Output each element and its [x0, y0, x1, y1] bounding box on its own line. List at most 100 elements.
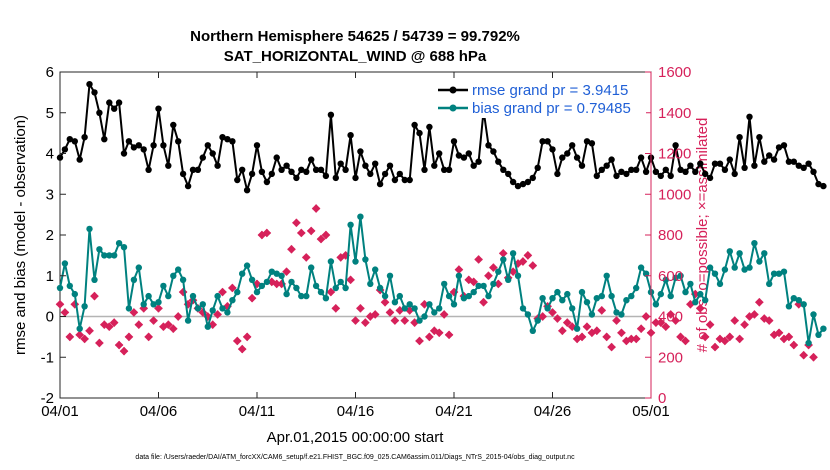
- bias-point: [140, 301, 147, 308]
- rmse-point: [391, 176, 399, 184]
- bias-point: [667, 292, 674, 300]
- bias-point: [702, 297, 709, 304]
- bias-point: [426, 301, 433, 308]
- bias-point: [317, 288, 325, 296]
- x-tick-label: 04/21: [435, 403, 473, 420]
- obs-count-marker: [415, 336, 424, 346]
- obs-count-marker: [809, 352, 818, 362]
- axis-ticks: 04/01 04/06 04/11 04/16 04/21 04/26 05/01 -2 -1 0…: [41, 64, 692, 420]
- bias-point: [721, 266, 729, 273]
- rmse-point: [283, 162, 290, 169]
- bias-point: [150, 301, 157, 308]
- bias-point: [633, 284, 640, 292]
- obs-count-marker: [65, 332, 75, 342]
- obs-count-marker: [237, 344, 247, 354]
- bias-point: [761, 250, 768, 257]
- bias-point: [406, 301, 413, 308]
- obs-count-marker: [380, 297, 390, 307]
- bias-point: [189, 292, 197, 300]
- obs-count-marker: [444, 330, 454, 340]
- obs-count-marker: [198, 308, 208, 317]
- bias-point: [662, 276, 669, 283]
- bias-point: [672, 274, 679, 281]
- rmse-point: [401, 176, 408, 184]
- obs-count-marker: [75, 330, 85, 340]
- rmse-point: [460, 154, 468, 161]
- bias-point: [135, 264, 142, 271]
- bias-point: [756, 258, 763, 265]
- obs-count-marker: [681, 336, 690, 346]
- bias-point: [337, 278, 344, 286]
- rmse-point: [642, 168, 650, 175]
- bias-point: [490, 280, 497, 288]
- rmse-point: [716, 160, 724, 167]
- rmse-point: [135, 142, 142, 149]
- obs-count-marker: [434, 328, 444, 338]
- bias-point: [204, 323, 211, 330]
- obs-count-marker: [361, 318, 370, 327]
- x-axis-label: Apr.01,2015 00:00:00 start: [267, 429, 445, 446]
- rmse-point: [756, 134, 763, 141]
- bias-point: [401, 305, 408, 312]
- rmse-point: [91, 89, 98, 96]
- obs-count-marker: [484, 271, 493, 281]
- bias-point: [800, 301, 807, 308]
- bias-point: [534, 317, 541, 324]
- rmse-point: [214, 162, 221, 169]
- rmse-point: [554, 170, 561, 178]
- rmse-point: [485, 142, 492, 149]
- rmse-point: [603, 162, 610, 169]
- bias-point: [229, 297, 236, 304]
- obs-count-marker: [346, 275, 355, 285]
- obs-count-marker: [656, 318, 666, 327]
- bias-point: [293, 284, 300, 292]
- y-left-tick-label: 6: [46, 64, 54, 81]
- plot-area: [59, 71, 652, 399]
- rmse-point: [322, 172, 330, 180]
- obs-count-marker: [262, 228, 272, 238]
- obs-count-marker: [676, 332, 685, 342]
- rmse-point: [431, 162, 438, 169]
- rmse-point: [500, 166, 507, 173]
- rmse-point: [327, 111, 335, 119]
- x-tick-label: 04/11: [239, 403, 275, 420]
- rmse-point: [509, 178, 517, 186]
- rmse-point: [736, 134, 743, 141]
- y-axis-right-label: # of obs: o=possible; ×=assimilated: [694, 118, 711, 353]
- rmse-point: [263, 178, 271, 186]
- rmse-point: [721, 166, 729, 173]
- rmse-point: [332, 174, 339, 182]
- obs-count-marker: [612, 316, 621, 325]
- obs-count-marker: [124, 332, 134, 342]
- bias-point: [578, 288, 586, 296]
- obs-count-marker: [301, 253, 311, 262]
- obs-count-marker: [60, 308, 70, 317]
- bias-point: [780, 268, 788, 275]
- rmse-point: [376, 180, 384, 188]
- bias-point: [71, 290, 79, 298]
- bias-point: [736, 250, 743, 257]
- y-right-tick-label: 1400: [658, 105, 691, 122]
- rmse-point: [199, 154, 206, 161]
- bias-point: [445, 292, 453, 300]
- rmse-point: [608, 156, 615, 163]
- bias-point: [224, 309, 231, 316]
- bias-point: [209, 307, 216, 314]
- chart-title-line-2: SAT_HORIZONTAL_WIND @ 688 hPa: [224, 48, 487, 65]
- y-right-tick-label: 200: [658, 349, 683, 366]
- y-left-tick-label: 3: [46, 186, 54, 203]
- bias-point: [263, 278, 271, 286]
- bias-point: [170, 272, 177, 279]
- rmse-point: [711, 160, 719, 167]
- rmse-point: [268, 170, 275, 178]
- bias-point: [716, 280, 724, 288]
- obs-count-marker: [730, 316, 740, 325]
- bias-point: [573, 325, 581, 332]
- rmse-point: [687, 162, 694, 169]
- rmse-point: [416, 129, 423, 137]
- bias-point: [357, 213, 364, 220]
- rmse-point: [248, 170, 256, 178]
- rmse-point: [56, 154, 64, 161]
- bias-point: [234, 288, 241, 296]
- rmse-point: [810, 168, 817, 175]
